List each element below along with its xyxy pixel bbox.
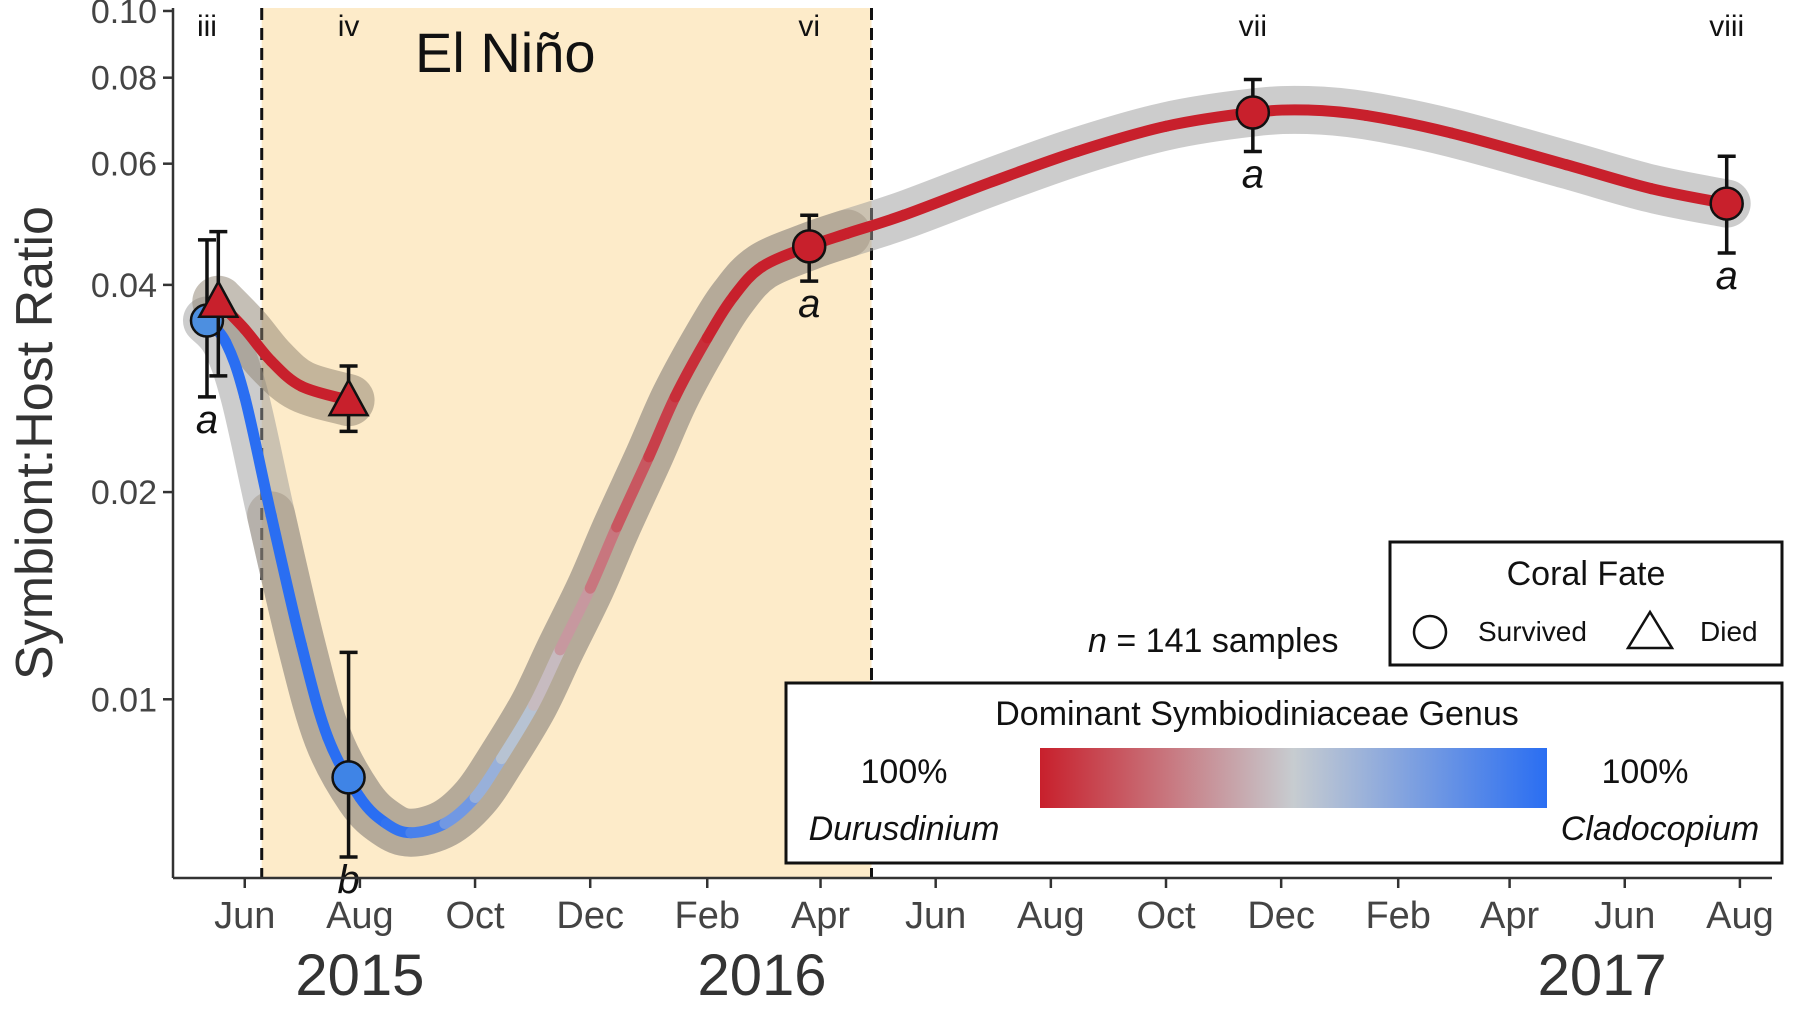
genus-color-bar	[1040, 748, 1547, 808]
genus-left-percent: 100%	[861, 753, 948, 791]
survived-point: b	[331, 650, 366, 902]
coral-fate-legend-box	[1388, 540, 1784, 667]
year-label: 2015	[295, 943, 424, 1008]
genus-right-percent: 100%	[1602, 753, 1689, 791]
y-tick-label: 0.10	[91, 0, 157, 31]
trend-lines	[201, 104, 1733, 839]
point-marker	[331, 760, 366, 795]
trend-segment	[1302, 104, 1372, 121]
trend-segment	[265, 509, 307, 651]
y-tick-label: 0.08	[91, 60, 157, 98]
x-tick-label: Dec	[556, 895, 624, 937]
survived-legend-label: Survived	[1478, 616, 1587, 647]
trend-segment	[584, 521, 623, 594]
survived-point: a	[791, 213, 827, 326]
trend-segment	[1560, 159, 1657, 195]
significance-letter: a	[1242, 152, 1264, 196]
year-label: 2017	[1538, 943, 1667, 1008]
phase-label: vi	[798, 10, 820, 43]
phase-label: vii	[1239, 10, 1267, 43]
x-tick-label: Oct	[1136, 895, 1196, 937]
significance-letter: b	[337, 858, 359, 902]
point-marker	[1709, 186, 1744, 221]
genus-left-name: Durusdinium	[809, 810, 1000, 848]
genus-legend-title: Dominant Symbiodiniaceae Genus	[995, 695, 1519, 733]
died-triangle-icon	[1625, 609, 1675, 650]
x-tick-label: Jun	[214, 895, 275, 937]
x-tick-label: Aug	[1017, 895, 1085, 937]
y-tick-label: 0.04	[91, 267, 157, 305]
phase-labels: iii iv vi vii viii	[197, 10, 1744, 43]
y-tick-label: 0.06	[91, 146, 157, 184]
x-axis-ticks: Jun Aug Oct Dec Feb Apr Jun Aug Oct Dec Feb Apr Jun A…	[214, 878, 1774, 1008]
trend-segment	[1071, 120, 1172, 157]
trend-segment	[611, 451, 655, 533]
trend-segment	[239, 391, 277, 521]
trend-segment	[986, 145, 1083, 188]
died-point	[197, 229, 240, 378]
data-points: a b a a a	[189, 77, 1744, 902]
y-axis-ticks: 0.01 0.02 0.04 0.06 0.08 0.10	[91, 0, 173, 719]
trend-segment	[295, 639, 334, 744]
survived-point: a	[1709, 154, 1744, 298]
survived-point: a	[1235, 77, 1271, 196]
trend-segment	[1360, 109, 1457, 139]
y-tick-label: 0.01	[91, 681, 157, 719]
point-marker	[1235, 95, 1271, 130]
x-tick-label: Oct	[445, 895, 505, 937]
trend-segment	[841, 209, 910, 240]
significance-letter: a	[196, 398, 218, 442]
trend-segment	[554, 582, 596, 656]
phase-label: iii	[197, 10, 217, 43]
significance-letter: a	[798, 282, 820, 326]
sample-size-note: n = 141 samples	[1088, 622, 1338, 660]
year-label: 2016	[697, 943, 826, 1008]
x-tick-label: Apr	[1480, 895, 1539, 937]
y-tick-label: 0.02	[91, 474, 157, 512]
trend-segment	[220, 336, 251, 403]
genus-right-name: Cladocopium	[1561, 810, 1759, 848]
survived-circle-icon	[1412, 614, 1448, 650]
phase-label: iv	[338, 10, 360, 43]
x-tick-label: Aug	[1706, 895, 1774, 937]
x-tick-label: Apr	[791, 895, 850, 937]
trend-segment	[1445, 127, 1572, 171]
significance-letter: a	[1716, 254, 1738, 298]
point-marker	[197, 279, 240, 319]
died-legend-label: Died	[1700, 616, 1758, 647]
sample-size-n: n	[1088, 622, 1107, 660]
phase-label: viii	[1709, 10, 1744, 43]
elnino-region	[261, 8, 872, 878]
y-axis-label: Symbiont:Host Ratio	[6, 206, 64, 680]
sample-size-text: = 141 samples	[1107, 622, 1339, 660]
x-tick-label: Dec	[1247, 895, 1315, 937]
coral-fate-legend: Coral Fate Survived Died	[1388, 540, 1784, 667]
trend-segment	[898, 176, 998, 221]
trend-segment	[669, 332, 713, 403]
x-tick-label: Jun	[1594, 895, 1655, 937]
elnino-label: El Niño	[415, 21, 596, 84]
point-marker	[791, 229, 827, 264]
x-tick-label: Jun	[905, 895, 966, 937]
x-tick-label: Feb	[1365, 895, 1430, 937]
coral-fate-legend-title: Coral Fate	[1507, 555, 1666, 593]
point-marker	[327, 377, 370, 417]
x-tick-label: Feb	[675, 895, 740, 937]
genus-legend: Dominant Symbiodiniaceae Genus 100% Duru…	[784, 681, 1784, 865]
x-tick-label: Aug	[326, 895, 394, 937]
died-point	[327, 364, 370, 434]
trend-segment	[643, 391, 681, 463]
